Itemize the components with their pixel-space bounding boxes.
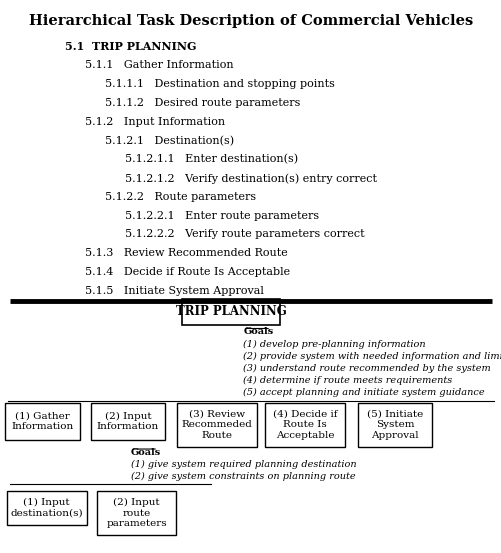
FancyBboxPatch shape xyxy=(6,403,80,440)
FancyBboxPatch shape xyxy=(97,492,176,535)
FancyBboxPatch shape xyxy=(182,299,279,325)
Text: (5) accept planning and initiate system guidance: (5) accept planning and initiate system … xyxy=(243,388,484,398)
FancyBboxPatch shape xyxy=(91,403,165,440)
Text: (3) understand route recommended by the system: (3) understand route recommended by the … xyxy=(243,364,490,373)
FancyBboxPatch shape xyxy=(265,403,345,447)
Text: (1) develop pre-planning information: (1) develop pre-planning information xyxy=(243,340,425,349)
Text: (2) Input
route
parameters: (2) Input route parameters xyxy=(106,498,166,528)
Text: Hierarchical Task Description of Commercial Vehicles: Hierarchical Task Description of Commerc… xyxy=(29,14,472,28)
Text: (2) give system constraints on planning route: (2) give system constraints on planning … xyxy=(130,472,354,482)
Text: Goals: Goals xyxy=(130,448,160,457)
Text: (4) Decide if
Route Is
Acceptable: (4) Decide if Route Is Acceptable xyxy=(273,410,337,440)
Text: 5.1.5   Initiate System Approval: 5.1.5 Initiate System Approval xyxy=(85,286,264,296)
Text: (1) Input
destination(s): (1) Input destination(s) xyxy=(11,498,83,518)
Text: (2) provide system with needed information and limitations: (2) provide system with needed informati… xyxy=(243,352,501,361)
FancyBboxPatch shape xyxy=(7,491,87,525)
Text: 5.1.1.1   Destination and stopping points: 5.1.1.1 Destination and stopping points xyxy=(105,79,335,89)
Text: 5.1.1   Gather Information: 5.1.1 Gather Information xyxy=(85,60,233,70)
Text: 5.1.2.1.1   Enter destination(s): 5.1.2.1.1 Enter destination(s) xyxy=(125,154,298,165)
Text: 5.1.2.2.2   Verify route parameters correct: 5.1.2.2.2 Verify route parameters correc… xyxy=(125,229,364,239)
Text: 5.1.1.2   Desired route parameters: 5.1.1.2 Desired route parameters xyxy=(105,98,300,108)
Text: 5.1.3   Review Recommended Route: 5.1.3 Review Recommended Route xyxy=(85,248,288,258)
Text: 5.1.2.1.2   Verify destination(s) entry correct: 5.1.2.1.2 Verify destination(s) entry co… xyxy=(125,173,377,184)
Text: 5.1.2.1   Destination(s): 5.1.2.1 Destination(s) xyxy=(105,135,234,146)
Text: (5) Initiate
System
Approval: (5) Initiate System Approval xyxy=(366,410,422,440)
Text: (2) Input
Information: (2) Input Information xyxy=(97,411,159,431)
Text: (1) give system required planning destination: (1) give system required planning destin… xyxy=(130,460,355,469)
Text: (3) Review
Recommeded
Route: (3) Review Recommeded Route xyxy=(181,410,252,440)
Text: (4) determine if route meets requirements: (4) determine if route meets requirement… xyxy=(243,376,452,385)
Text: 5.1.4   Decide if Route Is Acceptable: 5.1.4 Decide if Route Is Acceptable xyxy=(85,267,290,277)
FancyBboxPatch shape xyxy=(357,403,432,447)
Text: 5.1.2.2   Route parameters: 5.1.2.2 Route parameters xyxy=(105,192,256,202)
Text: TRIP PLANNING: TRIP PLANNING xyxy=(175,305,286,319)
Text: 5.1  TRIP PLANNING: 5.1 TRIP PLANNING xyxy=(65,41,196,53)
Text: 5.1.2.2.1   Enter route parameters: 5.1.2.2.1 Enter route parameters xyxy=(125,211,319,221)
Text: Goals: Goals xyxy=(243,327,273,336)
Text: 5.1.2   Input Information: 5.1.2 Input Information xyxy=(85,117,225,127)
Text: (1) Gather
Information: (1) Gather Information xyxy=(12,411,74,431)
FancyBboxPatch shape xyxy=(177,403,257,447)
